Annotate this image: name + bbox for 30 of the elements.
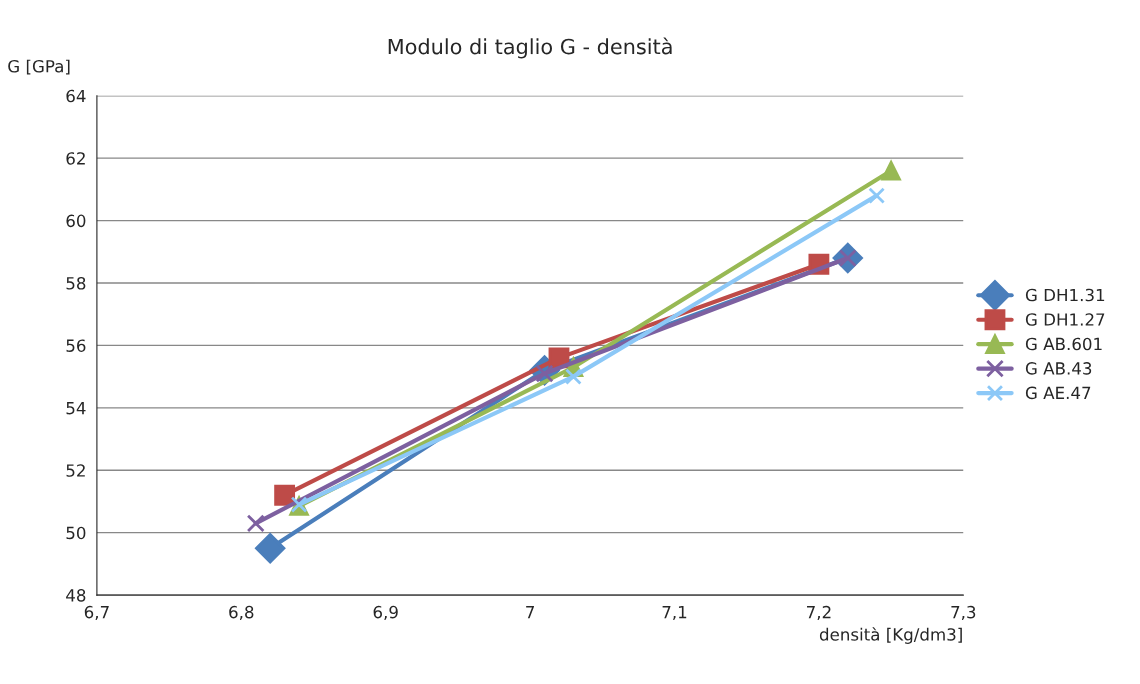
legend-label: G AB.601 bbox=[1025, 337, 1102, 351]
point bbox=[565, 368, 582, 385]
point bbox=[868, 187, 885, 204]
point bbox=[255, 533, 286, 564]
x-tick-label: 7 bbox=[526, 606, 534, 619]
x-tick-label: 7,3 bbox=[951, 605, 976, 621]
y-tick-label: 50 bbox=[66, 526, 86, 540]
y-tick-label: 62 bbox=[66, 152, 85, 165]
chart-title: Modulo di taglio G - densità bbox=[388, 37, 672, 59]
x-tick-label: 7,2 bbox=[807, 605, 831, 621]
x-tick-label: 7,1 bbox=[662, 606, 687, 621]
y-tick-label: 58 bbox=[66, 276, 86, 290]
y-axis-title: G [GPa] bbox=[8, 59, 70, 75]
x-tick-label: 6,8 bbox=[229, 605, 254, 621]
legend-label: G AB.43 bbox=[1025, 362, 1092, 375]
y-tick-label: 54 bbox=[66, 402, 86, 415]
y-tick-label: 48 bbox=[66, 589, 86, 602]
legend-label: G DH1.27 bbox=[1025, 313, 1105, 326]
y-tick-label: 52 bbox=[66, 464, 85, 477]
x-tick-label: 6,9 bbox=[373, 605, 398, 621]
y-tick-label: 56 bbox=[66, 339, 86, 352]
point bbox=[881, 160, 901, 181]
y-tick-label: 64 bbox=[66, 89, 86, 103]
legend-label: G DH1.31 bbox=[1025, 288, 1105, 302]
point bbox=[274, 484, 296, 506]
legend-label: G AE.47 bbox=[1025, 386, 1091, 400]
point bbox=[246, 514, 265, 533]
x-axis-title: densità [Kg/dm3] bbox=[819, 627, 962, 644]
y-tick-label: 60 bbox=[66, 214, 86, 228]
x-tick-label: 6,7 bbox=[84, 605, 109, 621]
